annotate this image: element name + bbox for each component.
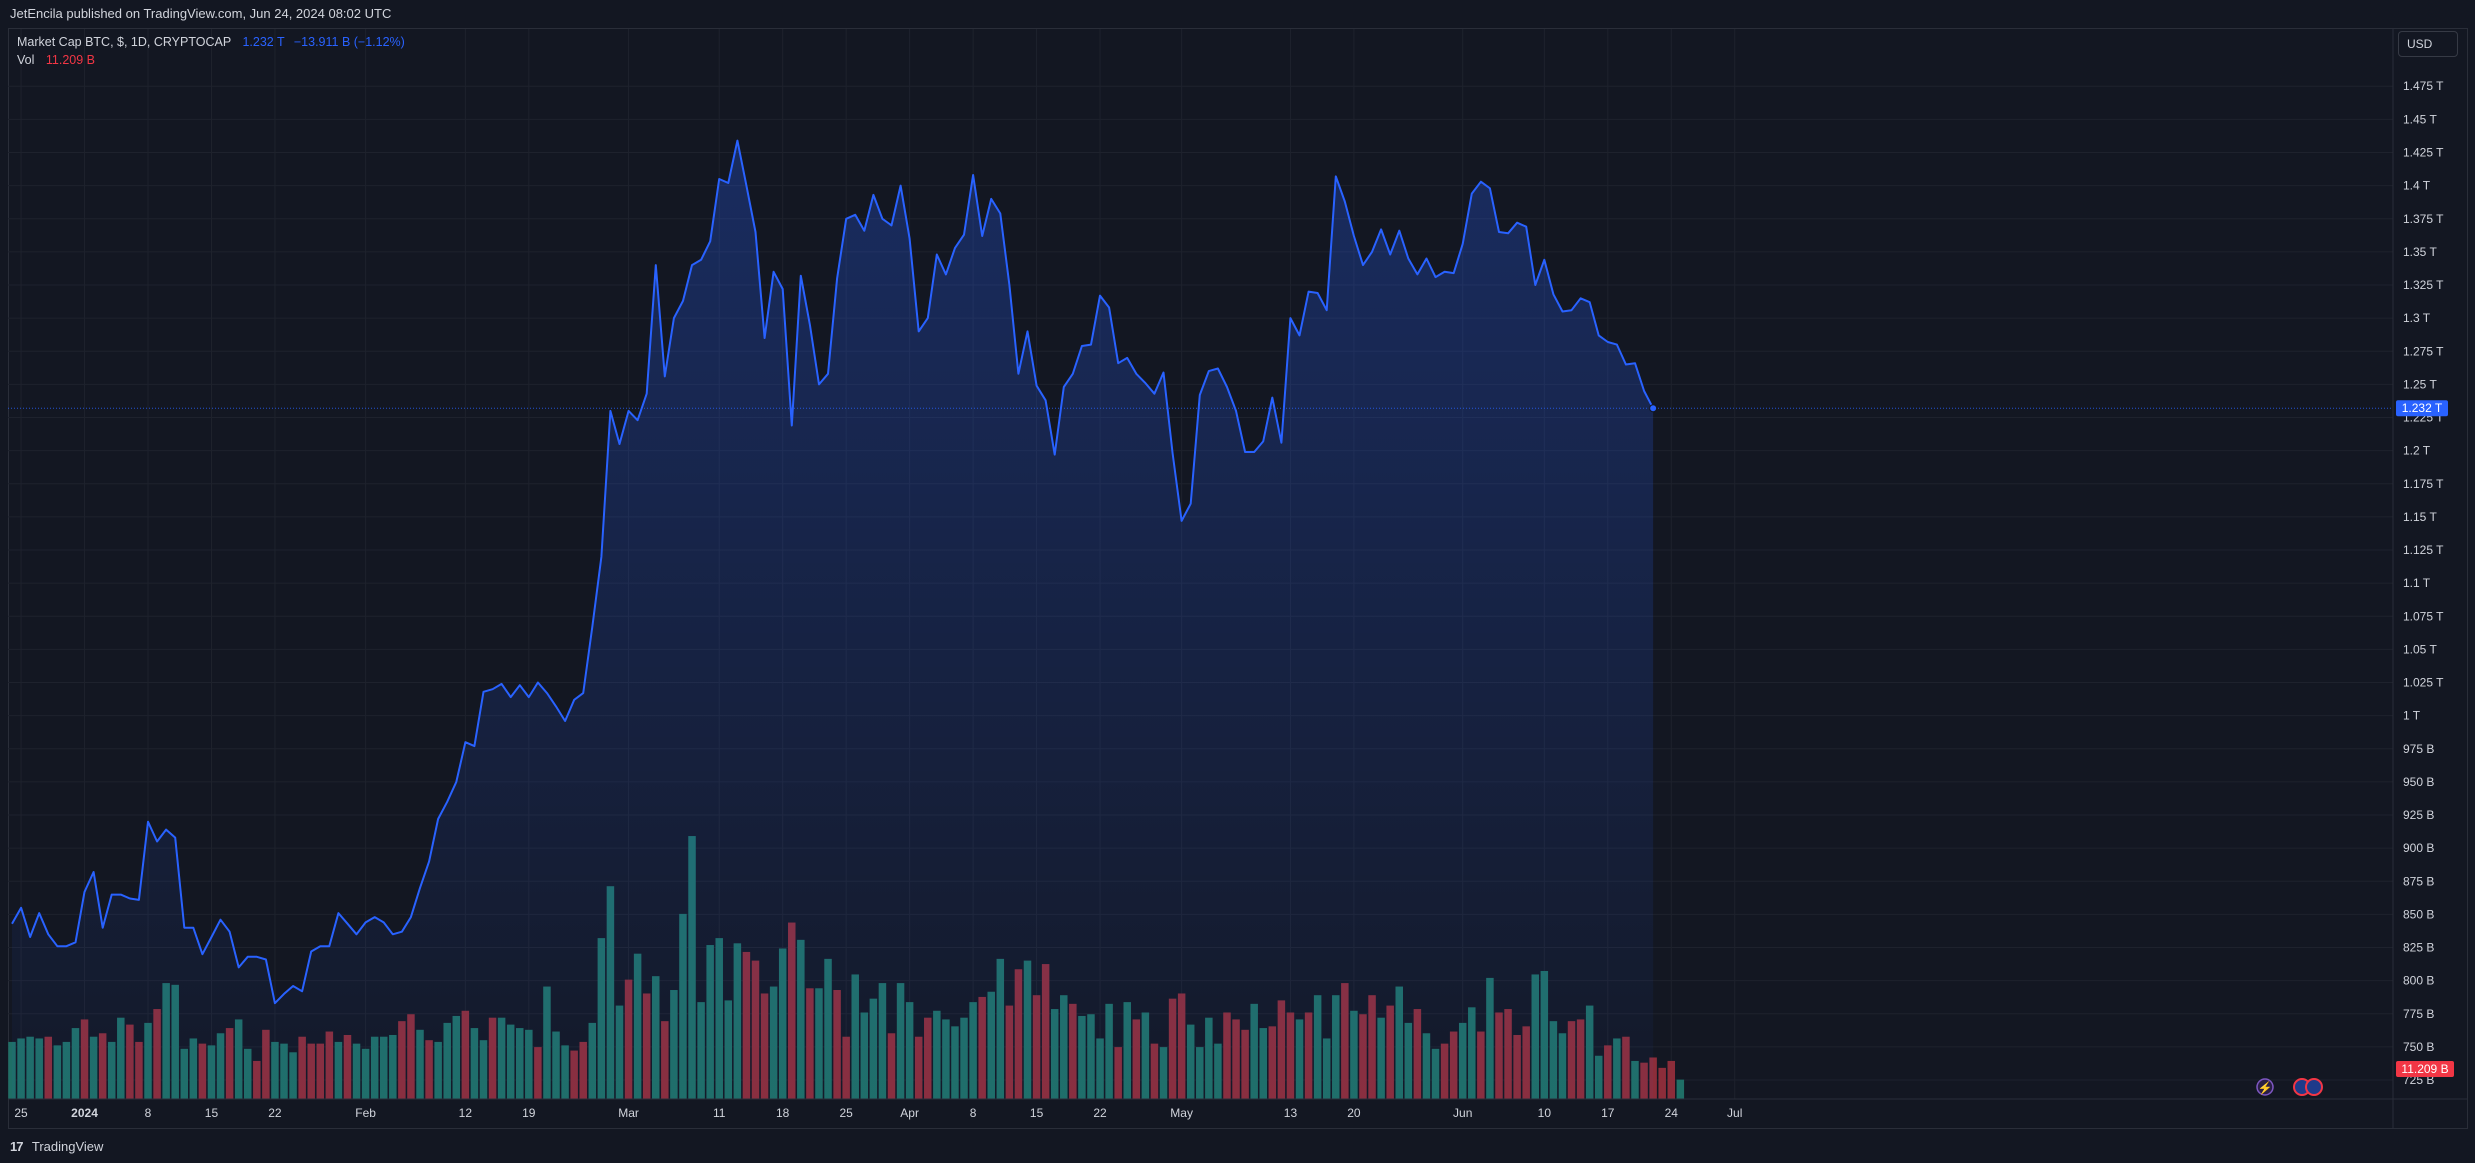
legend-price: 1.232 T: [242, 35, 285, 49]
volume-bar: [1649, 1057, 1657, 1099]
publisher-header: JetEncila published on TradingView.com, …: [0, 0, 2475, 28]
footer-brand[interactable]: TradingView: [31, 1139, 104, 1154]
y-tick-label: 925 B: [2403, 808, 2434, 822]
event-markers: ⚡: [2256, 1078, 2323, 1096]
y-tick-label: 800 B: [2403, 974, 2434, 988]
y-tick-label: 875 B: [2403, 874, 2434, 888]
x-tick-label: 13: [1284, 1106, 1298, 1120]
y-tick-label: 825 B: [2403, 941, 2434, 955]
x-tick-label: 19: [522, 1106, 536, 1120]
y-tick-labels: 1.475 T 1.45 T 1.425 T 1.4 T 1.375 T 1.35 T 1.…: [2403, 79, 2444, 1087]
volume-bar: [1658, 1067, 1666, 1099]
y-tick-label: 1.125 T: [2403, 543, 2444, 557]
y-tick-label: 1.4 T: [2403, 179, 2431, 193]
publisher-text: JetEncila published on TradingView.com, …: [10, 6, 392, 21]
lightning-icon-glyph: ⚡: [2258, 1081, 2273, 1095]
y-tick-label: 1.05 T: [2403, 642, 2437, 656]
currency-button[interactable]: USD: [2398, 31, 2458, 57]
y-tick-label: 1.475 T: [2403, 79, 2444, 93]
chart-legend: Market Cap BTC, $, 1D, CRYPTOCAP 1.232 T…: [17, 33, 405, 69]
x-tick-label: Jul: [1727, 1106, 1742, 1120]
x-tick-label: 15: [1030, 1106, 1044, 1120]
x-tick-label: Jun: [1453, 1106, 1472, 1120]
last-volume-badge-bg: [2396, 1061, 2454, 1077]
y-tick-label: 1.45 T: [2403, 112, 2437, 126]
legend-symbol-row: Market Cap BTC, $, 1D, CRYPTOCAP 1.232 T…: [17, 33, 405, 51]
y-tick-label: 1.15 T: [2403, 510, 2437, 524]
x-tick-label: 24: [1665, 1106, 1679, 1120]
lightning-icon: [2256, 1078, 2274, 1096]
x-tick-label: 22: [1093, 1106, 1107, 1120]
y-tick-label: 1.375 T: [2403, 212, 2444, 226]
x-tick-label: 25: [839, 1106, 853, 1120]
y-tick-label: 1.275 T: [2403, 344, 2444, 358]
y-tick-label: 1.325 T: [2403, 278, 2444, 292]
y-tick-label: 1.425 T: [2403, 146, 2444, 160]
x-tick-label: 12: [459, 1106, 473, 1120]
x-tick-labels: 25 2024 8 15 22 Feb 12 19 Mar 11 18 25 Apr 8 15 22 May 13…: [14, 1106, 1742, 1120]
footer: 17 TradingView: [0, 1130, 2475, 1163]
volume-bar: [1676, 1079, 1685, 1099]
x-tick-label: 25: [14, 1106, 28, 1120]
y-tick-label: 1.2 T: [2403, 444, 2431, 458]
x-tick-label: Mar: [618, 1106, 639, 1120]
legend-symbol[interactable]: Market Cap BTC, $, 1D, CRYPTOCAP: [17, 35, 231, 49]
y-tick-label: 1.25 T: [2403, 377, 2437, 391]
y-tick-label: 775 B: [2403, 1007, 2434, 1021]
last-price-badge-bg: [2396, 400, 2448, 417]
legend-volume-label[interactable]: Vol: [17, 53, 35, 67]
y-tick-label: 1.025 T: [2403, 676, 2444, 690]
volume-bar: [1667, 1060, 1676, 1099]
legend-change: −13.911 B (−1.12%): [293, 35, 405, 49]
last-volume-badge-text: 11.209 B: [2401, 1062, 2448, 1076]
last-volume-badge: 11.209 B: [2396, 1061, 2454, 1077]
y-tick-label: 1.075 T: [2403, 609, 2444, 623]
price-line: [11, 139, 1654, 1005]
y-tick-label: 900 B: [2403, 841, 2434, 855]
x-tick-label: 15: [205, 1106, 219, 1120]
y-tick-label: 1.175 T: [2403, 477, 2444, 491]
x-tick-label: 8: [970, 1106, 977, 1120]
x-tick-label: 8: [145, 1106, 152, 1120]
x-tick-label: 18: [776, 1106, 790, 1120]
x-tick-label: Apr: [900, 1106, 919, 1120]
y-tick-label: 850 B: [2403, 907, 2434, 921]
last-price-badge: 1.232 T: [2396, 400, 2448, 417]
legend-volume-value: 11.209 B: [45, 53, 95, 67]
price-area: [12, 140, 1654, 1100]
chart-frame: [8, 28, 2468, 1129]
x-tick-label: May: [1170, 1106, 1193, 1120]
y-tick-label: 1.1 T: [2403, 576, 2431, 590]
y-tick-label: 975 B: [2403, 742, 2434, 756]
flag-icon: [2305, 1078, 2323, 1096]
y-tick-label: 1.35 T: [2403, 245, 2437, 259]
tradingview-logo-icon[interactable]: 17: [10, 1139, 24, 1154]
legend-volume-row: Vol 11.209 B: [17, 51, 405, 69]
y-tick-label: 1.3 T: [2403, 311, 2431, 325]
y-tick-label: 950 B: [2403, 775, 2434, 789]
price-points: [11, 140, 1654, 1004]
x-tick-label: 10: [1538, 1106, 1552, 1120]
x-tick-label: 11: [713, 1106, 726, 1120]
y-tick-label: 1 T: [2403, 709, 2421, 723]
x-tick-label: Feb: [355, 1106, 376, 1120]
x-tick-label: 2024: [71, 1106, 98, 1120]
last-price-badge-text: 1.232 T: [2402, 401, 2443, 415]
y-tick-label: 750 B: [2403, 1040, 2434, 1054]
x-tick-label: 17: [1601, 1106, 1615, 1120]
x-tick-label: 22: [268, 1106, 282, 1120]
last-price-dot: [1649, 404, 1658, 413]
x-tick-label: 20: [1347, 1106, 1361, 1120]
